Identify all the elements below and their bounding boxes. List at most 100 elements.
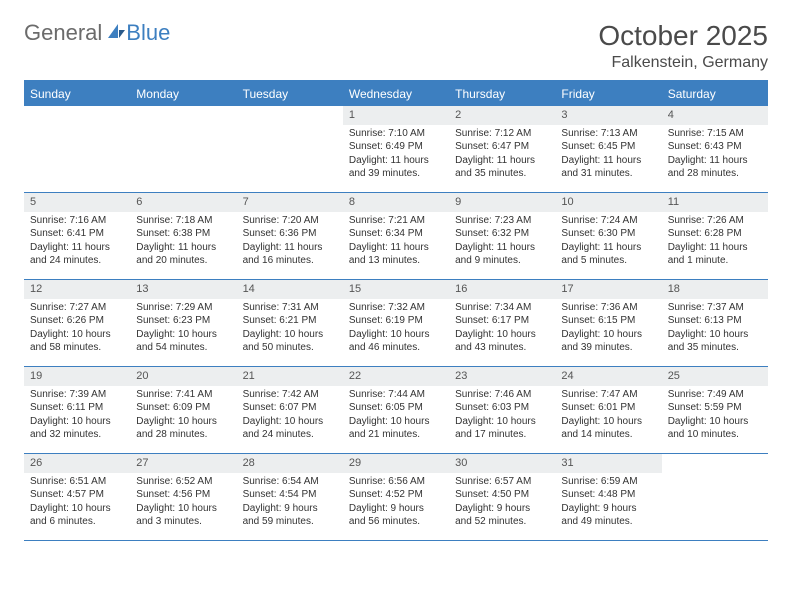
day-number: 29 <box>343 454 449 473</box>
calendar-cell: . <box>237 106 343 192</box>
calendar-cell: 31Sunrise: 6:59 AMSunset: 4:48 PMDayligh… <box>555 454 661 540</box>
calendar-cell: 30Sunrise: 6:57 AMSunset: 4:50 PMDayligh… <box>449 454 555 540</box>
calendar-cell: . <box>662 454 768 540</box>
sunset-text: Sunset: 6:43 PM <box>668 140 762 154</box>
sunset-text: Sunset: 6:21 PM <box>243 314 337 328</box>
week-row: 19Sunrise: 7:39 AMSunset: 6:11 PMDayligh… <box>24 367 768 454</box>
sunrise-text: Sunrise: 7:12 AM <box>455 127 549 141</box>
sunset-text: Sunset: 6:07 PM <box>243 401 337 415</box>
day-details: Sunrise: 7:18 AMSunset: 6:38 PMDaylight:… <box>130 214 236 272</box>
day-number: 5 <box>24 193 130 212</box>
day-details: Sunrise: 7:42 AMSunset: 6:07 PMDaylight:… <box>237 388 343 446</box>
day-details: Sunrise: 7:36 AMSunset: 6:15 PMDaylight:… <box>555 301 661 359</box>
day-details: Sunrise: 7:47 AMSunset: 6:01 PMDaylight:… <box>555 388 661 446</box>
day-details: Sunrise: 7:10 AMSunset: 6:49 PMDaylight:… <box>343 127 449 185</box>
sunset-text: Sunset: 6:09 PM <box>136 401 230 415</box>
day-number: 3 <box>555 106 661 125</box>
calendar-cell: 18Sunrise: 7:37 AMSunset: 6:13 PMDayligh… <box>662 280 768 366</box>
calendar: SundayMondayTuesdayWednesdayThursdayFrid… <box>24 80 768 541</box>
calendar-cell: 29 Sunrise: 6:56 AMSunset: 4:52 PMDayligh… <box>343 454 449 540</box>
location: Falkenstein, Germany <box>598 54 768 72</box>
sunrise-text: Sunrise: 6:52 AM <box>136 475 230 489</box>
daylight-text: Daylight: 10 hours and 46 minutes. <box>349 328 443 355</box>
day-details: Sunrise: 6:59 AMSunset: 4:48 PMDaylight:… <box>555 475 661 533</box>
day-header-cell: Wednesday <box>343 82 449 106</box>
day-number: 18 <box>662 280 768 299</box>
day-details: Sunrise: 7:13 AMSunset: 6:45 PMDaylight:… <box>555 127 661 185</box>
day-number: 13 <box>130 280 236 299</box>
daylight-text: Daylight: 10 hours and 24 minutes. <box>243 415 337 442</box>
calendar-cell: . <box>130 106 236 192</box>
sunset-text: Sunset: 6:28 PM <box>668 227 762 241</box>
daylight-text: Daylight: 11 hours and 20 minutes. <box>136 241 230 268</box>
day-details: Sunrise: 7:26 AMSunset: 6:28 PMDaylight:… <box>662 214 768 272</box>
daylight-text: Daylight: 11 hours and 28 minutes. <box>668 154 762 181</box>
daylight-text: Daylight: 9 hours and 56 minutes. <box>349 502 443 529</box>
sunrise-text: Sunrise: 7:18 AM <box>136 214 230 228</box>
day-number: 22 <box>343 367 449 386</box>
sunrise-text: Sunrise: 7:37 AM <box>668 301 762 315</box>
sunrise-text: Sunrise: 7:39 AM <box>30 388 124 402</box>
day-number: 10 <box>555 193 661 212</box>
day-details: Sunrise: 7:27 AMSunset: 6:26 PMDaylight:… <box>24 301 130 359</box>
sunrise-text: Sunrise: 7:32 AM <box>349 301 443 315</box>
sunrise-text: Sunrise: 7:21 AM <box>349 214 443 228</box>
daylight-text: Daylight: 10 hours and 50 minutes. <box>243 328 337 355</box>
daylight-text: Daylight: 10 hours and 39 minutes. <box>561 328 655 355</box>
sunrise-text: Sunrise: 7:29 AM <box>136 301 230 315</box>
day-header-row: SundayMondayTuesdayWednesdayThursdayFrid… <box>24 82 768 106</box>
sunset-text: Sunset: 6:36 PM <box>243 227 337 241</box>
calendar-cell: 11 Sunrise: 7:26 AMSunset: 6:28 PMDayligh… <box>662 193 768 279</box>
day-number: 15 <box>343 280 449 299</box>
sunrise-text: Sunrise: 7:46 AM <box>455 388 549 402</box>
sunset-text: Sunset: 6:11 PM <box>30 401 124 415</box>
sunrise-text: Sunrise: 7:27 AM <box>30 301 124 315</box>
day-details: Sunrise: 7:44 AMSunset: 6:05 PMDaylight:… <box>343 388 449 446</box>
sunrise-text: Sunrise: 6:51 AM <box>30 475 124 489</box>
sunrise-text: Sunrise: 6:56 AM <box>349 475 443 489</box>
day-details: Sunrise: 7:23 AMSunset: 6:32 PMDaylight:… <box>449 214 555 272</box>
sunset-text: Sunset: 4:52 PM <box>349 488 443 502</box>
header: General Blue October 2025 Falkenstein, G… <box>24 20 768 72</box>
sunset-text: Sunset: 6:49 PM <box>349 140 443 154</box>
sunrise-text: Sunrise: 7:13 AM <box>561 127 655 141</box>
week-row: 26Sunrise: 6:51 AMSunset: 4:57 PMDayligh… <box>24 454 768 541</box>
day-number: 14 <box>237 280 343 299</box>
day-details: Sunrise: 7:29 AMSunset: 6:23 PMDaylight:… <box>130 301 236 359</box>
calendar-cell: 28Sunrise: 6:54 AMSunset: 4:54 PMDayligh… <box>237 454 343 540</box>
daylight-text: Daylight: 10 hours and 58 minutes. <box>30 328 124 355</box>
day-header-cell: Saturday <box>662 82 768 106</box>
logo: General Blue <box>24 20 170 46</box>
daylight-text: Daylight: 11 hours and 1 minute. <box>668 241 762 268</box>
day-number: 21 <box>237 367 343 386</box>
day-number: 17 <box>555 280 661 299</box>
sunset-text: Sunset: 6:34 PM <box>349 227 443 241</box>
calendar-cell: 5Sunrise: 7:16 AMSunset: 6:41 PMDaylight… <box>24 193 130 279</box>
daylight-text: Daylight: 11 hours and 31 minutes. <box>561 154 655 181</box>
daylight-text: Daylight: 10 hours and 21 minutes. <box>349 415 443 442</box>
sunrise-text: Sunrise: 7:26 AM <box>668 214 762 228</box>
daylight-text: Daylight: 10 hours and 35 minutes. <box>668 328 762 355</box>
daylight-text: Daylight: 10 hours and 3 minutes. <box>136 502 230 529</box>
sunset-text: Sunset: 5:59 PM <box>668 401 762 415</box>
day-details: Sunrise: 6:56 AMSunset: 4:52 PMDaylight:… <box>343 475 449 533</box>
daylight-text: Daylight: 9 hours and 59 minutes. <box>243 502 337 529</box>
day-number: 9 <box>449 193 555 212</box>
sunrise-text: Sunrise: 7:16 AM <box>30 214 124 228</box>
daylight-text: Daylight: 9 hours and 49 minutes. <box>561 502 655 529</box>
calendar-cell: 17 Sunrise: 7:36 AMSunset: 6:15 PMDayligh… <box>555 280 661 366</box>
day-number: 7 <box>237 193 343 212</box>
calendar-cell: 1Sunrise: 7:10 AMSunset: 6:49 PMDaylight… <box>343 106 449 192</box>
sunrise-text: Sunrise: 7:23 AM <box>455 214 549 228</box>
sunrise-text: Sunrise: 7:49 AM <box>668 388 762 402</box>
calendar-cell: 21 Sunrise: 7:42 AMSunset: 6:07 PMDayligh… <box>237 367 343 453</box>
title-block: October 2025 Falkenstein, Germany <box>598 20 768 72</box>
day-details: Sunrise: 7:12 AMSunset: 6:47 PMDaylight:… <box>449 127 555 185</box>
daylight-text: Daylight: 11 hours and 35 minutes. <box>455 154 549 181</box>
day-number: 11 <box>662 193 768 212</box>
sunset-text: Sunset: 6:23 PM <box>136 314 230 328</box>
day-header-cell: Tuesday <box>237 82 343 106</box>
week-row: 12Sunrise: 7:27 AMSunset: 6:26 PMDayligh… <box>24 280 768 367</box>
day-details: Sunrise: 7:39 AMSunset: 6:11 PMDaylight:… <box>24 388 130 446</box>
calendar-cell: 13 Sunrise: 7:29 AMSunset: 6:23 PMDayligh… <box>130 280 236 366</box>
